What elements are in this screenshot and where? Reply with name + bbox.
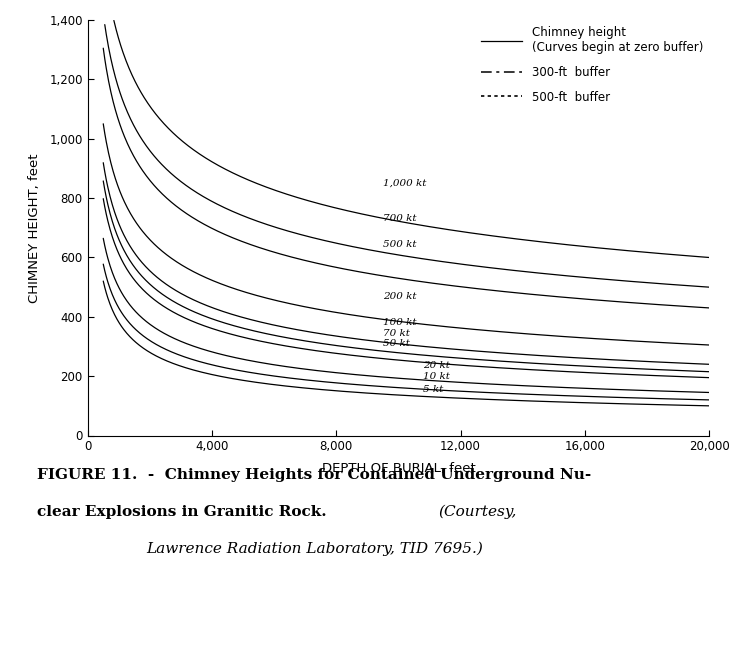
Text: 50 kt: 50 kt xyxy=(383,339,410,348)
Text: (Courtesy,: (Courtesy, xyxy=(439,505,517,519)
Text: 1,000 kt: 1,000 kt xyxy=(383,179,426,188)
Text: Lawrence Radiation Laboratory, TID 7695.): Lawrence Radiation Laboratory, TID 7695.… xyxy=(146,541,483,555)
X-axis label: DEPTH OF BURIAL, feet: DEPTH OF BURIAL, feet xyxy=(322,462,475,474)
Text: 10 kt: 10 kt xyxy=(423,373,450,381)
Text: clear Explosions in Granitic Rock.: clear Explosions in Granitic Rock. xyxy=(37,505,326,519)
Text: 100 kt: 100 kt xyxy=(383,318,417,327)
Text: 200 kt: 200 kt xyxy=(383,291,417,301)
Text: 700 kt: 700 kt xyxy=(383,214,417,223)
Text: 70 kt: 70 kt xyxy=(383,328,410,338)
Legend: Chimney height
(Curves begin at zero buffer), 300-ft  buffer, 500-ft  buffer: Chimney height (Curves begin at zero buf… xyxy=(481,26,703,104)
Text: 5 kt: 5 kt xyxy=(423,385,444,394)
Text: 500 kt: 500 kt xyxy=(383,240,417,249)
Text: 20 kt: 20 kt xyxy=(423,361,450,371)
Text: FIGURE 11.  -  Chimney Heights for Contained Underground Nu-: FIGURE 11. - Chimney Heights for Contain… xyxy=(37,468,591,482)
Y-axis label: CHIMNEY HEIGHT, feet: CHIMNEY HEIGHT, feet xyxy=(28,153,41,303)
